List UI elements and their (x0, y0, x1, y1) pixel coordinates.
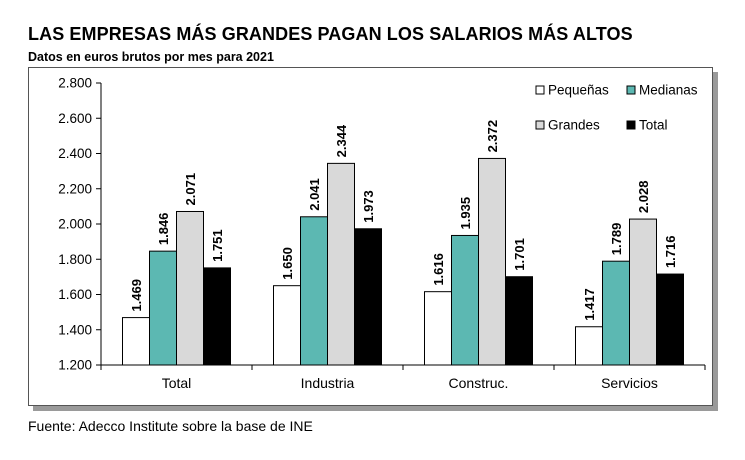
data-label: 1.935 (458, 197, 473, 230)
bar-medianas-0 (149, 250, 177, 366)
legend: Pequeñas Medianas Grandes Total (535, 83, 698, 133)
data-label: 1.846 (156, 213, 171, 246)
chart-frame: 1.200 1.400 1.600 1.800 2.000 2.200 2.400 2.600… (28, 67, 713, 406)
y-tick-label: 2.600 (58, 111, 92, 126)
y-tick-label: 2.400 (58, 146, 92, 161)
data-label: 1.650 (280, 247, 295, 280)
bar-pequenas-1 (273, 285, 301, 366)
bar-grandes-1 (327, 162, 355, 366)
data-label: 1.716 (663, 236, 678, 269)
bar-total-0 (203, 267, 231, 366)
y-tick-label: 2.200 (58, 181, 92, 196)
data-label: 1.469 (129, 279, 144, 312)
y-tick-label: 1.800 (58, 252, 92, 267)
bar-grandes-0 (176, 210, 204, 366)
source-note: Fuente: Adecco Institute sobre la base d… (28, 418, 313, 434)
bar-pequenas-0 (122, 317, 150, 366)
legend-swatch (626, 120, 636, 130)
bar-medianas-3 (602, 260, 630, 366)
bar-medianas-1 (300, 216, 328, 366)
x-tick-label: Servicios (601, 375, 658, 391)
data-label: 2.372 (485, 120, 500, 153)
bars (122, 157, 684, 366)
data-label: 1.789 (609, 223, 624, 256)
legend-swatch (535, 120, 545, 130)
x-tick-label: Industria (301, 375, 355, 391)
chart-subtitle: Datos en euros brutos por mes para 2021 (28, 50, 274, 64)
bar-pequenas-2 (424, 291, 452, 366)
legend-label: Pequeñas (548, 83, 609, 98)
data-label: 2.041 (307, 178, 322, 211)
data-label: 1.701 (512, 238, 527, 271)
data-label: 2.028 (636, 181, 651, 214)
bar-grandes-2 (478, 157, 506, 366)
chart-title: LAS EMPRESAS MÁS GRANDES PAGAN LOS SALAR… (28, 24, 633, 44)
bar-pequenas-3 (575, 326, 603, 366)
y-tick-label: 1.600 (58, 287, 92, 302)
y-axis: 1.200 1.400 1.600 1.800 2.000 2.200 2.400 2.600… (58, 76, 102, 373)
data-label: 2.344 (334, 124, 349, 157)
bar-total-3 (656, 273, 684, 366)
data-labels: 1.469 1.650 1.616 1.417 1.846 2.041 1.935 1.789… (129, 120, 678, 321)
data-label: 1.417 (582, 288, 597, 321)
legend-label: Medianas (639, 83, 698, 98)
legend-label: Total (639, 118, 668, 133)
legend-swatch (535, 85, 545, 95)
bar-total-2 (505, 276, 533, 366)
y-tick-label: 1.400 (58, 322, 92, 337)
legend-label: Grandes (548, 118, 600, 133)
bar-chart: 1.200 1.400 1.600 1.800 2.000 2.200 2.400 2.600… (58, 76, 706, 391)
legend-swatch (626, 85, 636, 95)
y-tick-label: 2.800 (58, 76, 92, 91)
data-label: 1.751 (210, 229, 225, 262)
bar-total-1 (354, 228, 382, 366)
y-tick-label: 1.200 (58, 358, 92, 373)
data-label: 1.973 (361, 190, 376, 223)
x-tick-label: Total (162, 375, 192, 391)
y-tick-label: 2.000 (58, 217, 92, 232)
data-label: 2.071 (183, 173, 198, 206)
x-tick-label: Construc. (449, 375, 509, 391)
x-axis: Total Industria Construc. Servicios (100, 364, 706, 391)
bar-medianas-2 (451, 234, 479, 366)
data-label: 1.616 (431, 253, 446, 286)
bar-grandes-3 (629, 218, 657, 366)
